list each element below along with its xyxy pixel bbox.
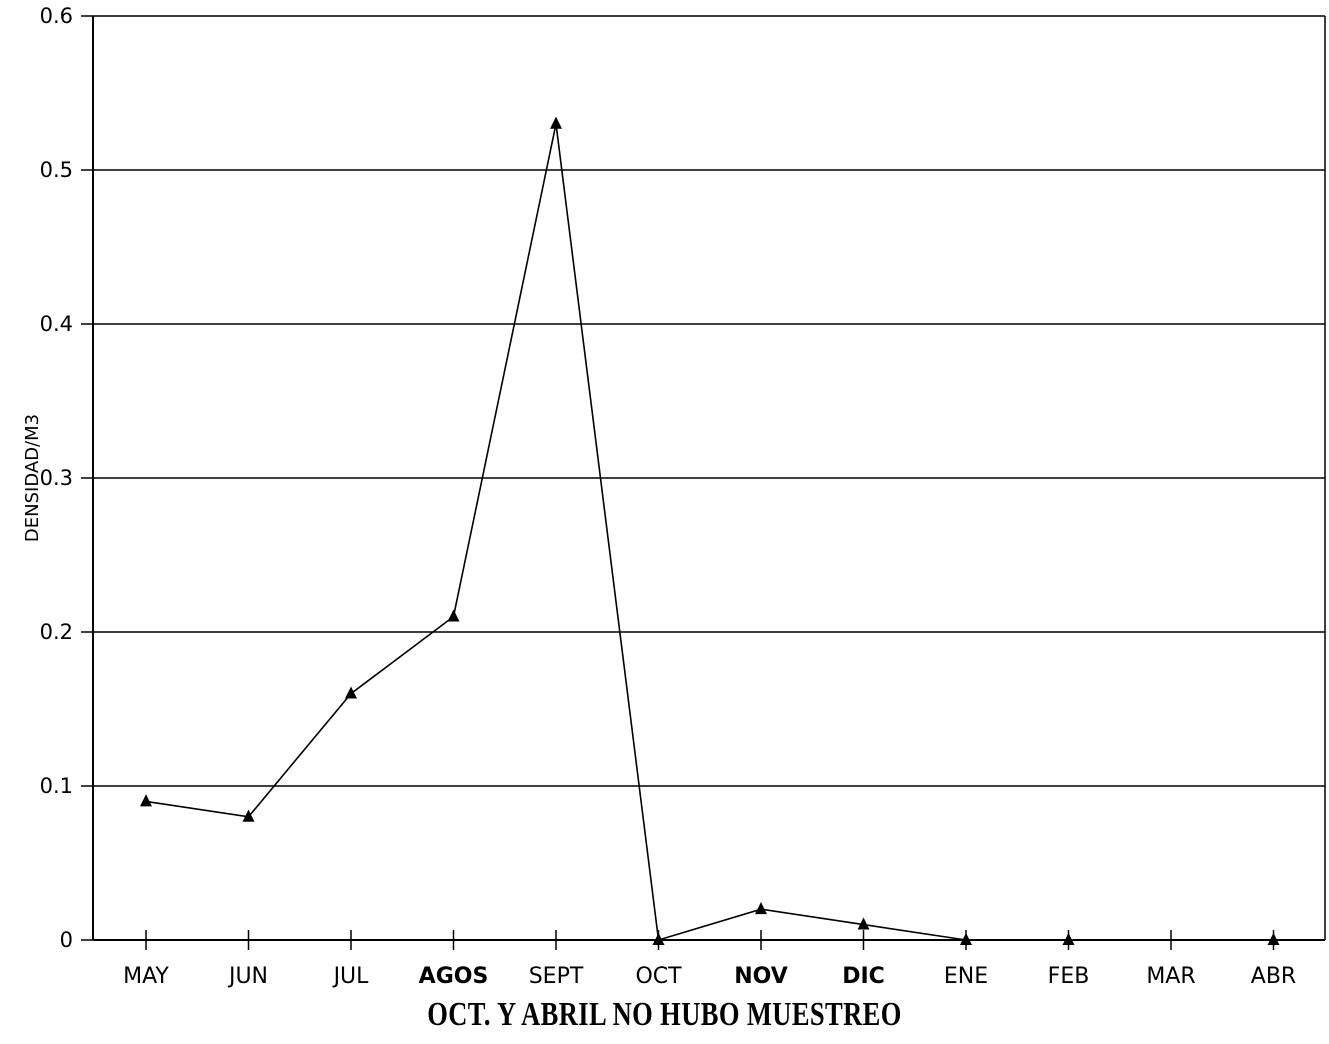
series-line-0 (145, 123, 1274, 942)
data-point-may (140, 794, 152, 807)
x-tick-label-agos: AGOS (419, 964, 489, 989)
sampling-note: OCT. Y ABRIL NO HUBO MUESTREO (427, 996, 902, 1033)
x-tick-label-jul: JUL (332, 964, 370, 989)
data-point-sept (550, 116, 562, 129)
x-tick-label-jun: JUN (227, 964, 268, 989)
x-tick-label-mar: MAR (1146, 964, 1195, 989)
y-tick-label-0: 0 (60, 928, 73, 952)
data-point-jun (242, 809, 255, 822)
x-tick-label-nov: NOV (734, 964, 788, 989)
data-point-abr (1267, 932, 1280, 945)
x-tick-label-abr: ABR (1251, 964, 1296, 989)
data-point-dic (857, 917, 870, 930)
y-tick-label-4: 0.4 (40, 312, 73, 336)
x-tick-label-feb: FEB (1048, 964, 1090, 989)
data-point-agos (447, 609, 460, 622)
x-tick-label-ene: ENE (944, 964, 988, 989)
x-tick-label-oct: OCT (635, 964, 682, 989)
y-tick-label-6: 0.6 (40, 4, 73, 28)
data-point-ene (960, 932, 972, 945)
data-point-feb (1062, 932, 1075, 945)
data-point-jul (345, 686, 357, 699)
x-tick-label-dic: DIC (842, 964, 885, 989)
y-tick-label-2: 0.2 (40, 620, 73, 644)
x-tick-label-may: MAY (123, 964, 169, 989)
y-axis-label: DENSIDAD/M3 (22, 414, 43, 542)
x-tick-label-sept: SEPT (529, 964, 584, 989)
data-point-oct (652, 932, 665, 945)
data-point-nov (755, 902, 767, 915)
y-tick-label-1: 0.1 (40, 774, 73, 798)
y-tick-label-5: 0.5 (40, 158, 73, 182)
y-tick-label-3: 0.3 (40, 466, 73, 490)
